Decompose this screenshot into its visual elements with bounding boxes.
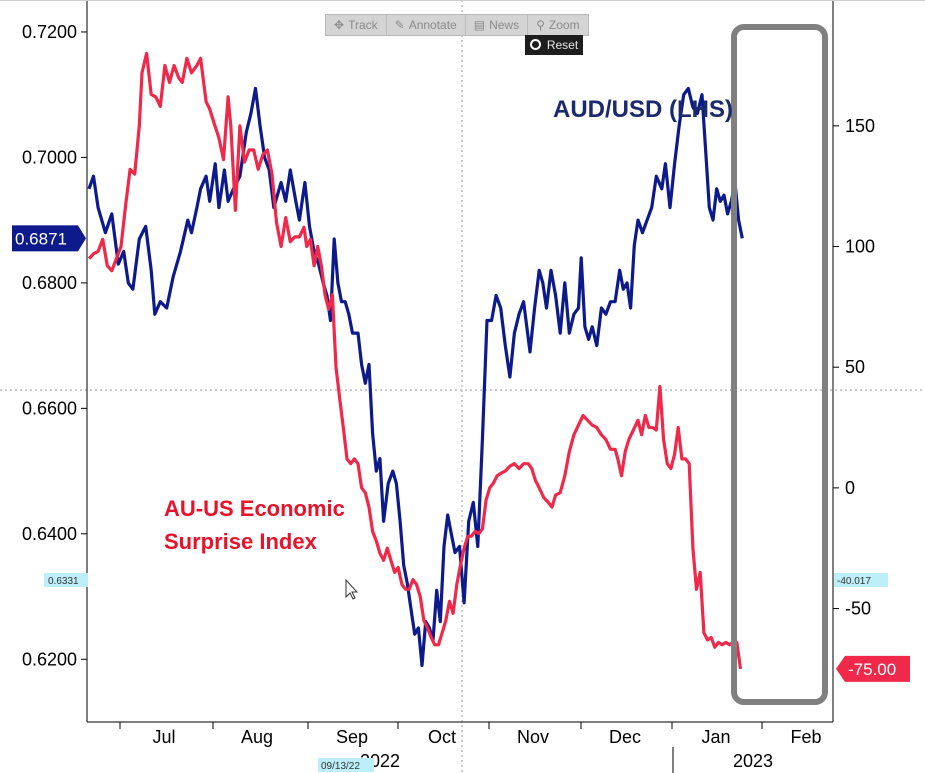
crosshair-left-bg: [44, 573, 88, 587]
value-labels: 0.6871 -75.00 0.6331 -40.017 09/13/22: [12, 225, 910, 772]
surprise-current-value-bg: [836, 655, 910, 682]
reset-button[interactable]: Reset: [525, 35, 583, 55]
aud-current-value-pointer: [78, 225, 86, 252]
year-label: 2023: [733, 751, 773, 771]
right-tick-label: 150: [845, 116, 875, 136]
surprise-annotation-line2: Surprise Index: [164, 529, 318, 554]
crosshair-date-bg: [318, 758, 374, 772]
crosshair-date: 09/13/22: [321, 761, 360, 772]
right-tick-label: 100: [845, 237, 875, 257]
x-tick-label: Aug: [241, 727, 273, 747]
annotate-button[interactable]: ✎ Annotate: [387, 15, 466, 35]
zoom-label: Zoom: [548, 18, 580, 32]
crosshair-right-value: -40.017: [837, 576, 871, 587]
x-tick-label: Jan: [701, 727, 730, 747]
reset-icon: [529, 39, 541, 50]
left-tick-label: 0.7000: [22, 147, 77, 167]
left-tick-label: 0.7200: [22, 22, 77, 42]
track-label: Track: [348, 18, 378, 32]
news-icon: ▤: [473, 18, 486, 32]
magnifier-icon: ⚲: [536, 18, 545, 32]
chart-toolbar: ✥ Track ✎ Annotate ▤ News ⚲ Zoom: [325, 14, 589, 36]
pencil-icon: ✎: [394, 18, 405, 32]
highlight-box: [731, 24, 828, 705]
track-button[interactable]: ✥ Track: [326, 15, 387, 35]
x-tick-label: Oct: [428, 727, 456, 747]
right-tick-label: -50: [845, 599, 871, 619]
surprise-index-line: [87, 51, 743, 670]
aud-current-value-bg: [12, 225, 78, 252]
news-label: News: [489, 18, 520, 32]
x-tick-label: Feb: [790, 727, 821, 747]
right-tick-label: 0: [845, 478, 855, 498]
crosshair-right-bg: [834, 573, 888, 587]
x-tick-label: Dec: [609, 727, 641, 747]
zoom-button[interactable]: ⚲ Zoom: [528, 15, 587, 35]
crosshair-left-value: 0.6331: [48, 576, 79, 587]
news-button[interactable]: ▤ News: [466, 15, 529, 35]
surprise-annotation-line1: AU-US Economic: [164, 496, 345, 521]
x-tick-label: Nov: [517, 727, 549, 747]
aud-current-value: 0.6871: [15, 229, 67, 248]
reset-label: Reset: [546, 38, 579, 52]
crosshair-icon: ✥: [334, 18, 345, 32]
left-tick-label: 0.6600: [22, 398, 77, 418]
left-tick-label: 0.6200: [22, 649, 77, 669]
aud-usd-line: [87, 86, 744, 668]
left-tick-label: 0.6800: [22, 273, 77, 293]
aud-annotation: AUD/USD (LHS): [553, 96, 733, 123]
left-tick-label: 0.6400: [22, 524, 77, 544]
mouse-cursor-icon: [345, 578, 359, 600]
surprise-current-value: -75.00: [848, 660, 896, 679]
series-layer: [87, 51, 744, 670]
x-tick-label: Jul: [152, 727, 175, 747]
x-tick-label: Sep: [336, 727, 368, 747]
annotate-label: Annotate: [408, 18, 457, 32]
right-tick-label: 50: [845, 357, 865, 377]
